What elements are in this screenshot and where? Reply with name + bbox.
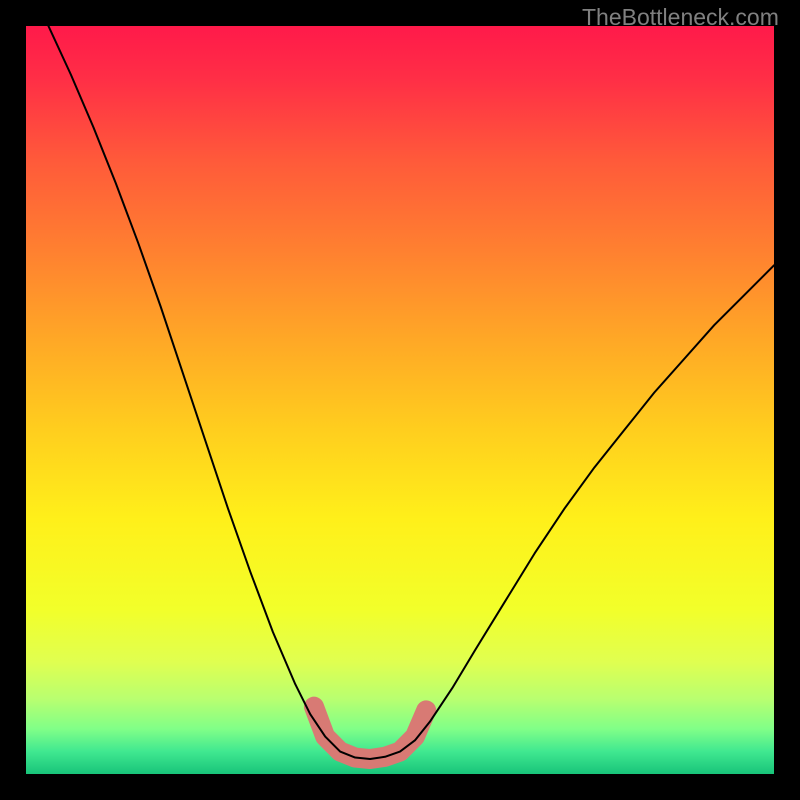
chart-background [26, 26, 774, 774]
chart-plot-area [26, 26, 774, 774]
watermark-text: TheBottleneck.com [582, 4, 779, 31]
chart-svg [26, 26, 774, 774]
